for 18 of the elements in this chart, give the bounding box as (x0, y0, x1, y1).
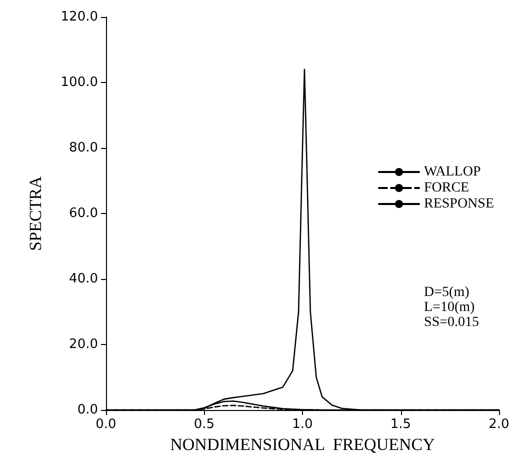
annotation: D=5(m) L=10(m) SS=0.015 (424, 285, 479, 330)
y-tick-label: 20.0 (69, 337, 98, 352)
y-tick-label: 60.0 (69, 206, 98, 221)
y-tick-label: 0.0 (77, 402, 98, 418)
x-tick-label: 1.0 (292, 417, 313, 432)
legend-label: WALLOP (424, 164, 481, 180)
x-tick-label: 0.0 (96, 417, 116, 432)
x-tick-label: 0.5 (194, 417, 215, 432)
x-tick-label: 2.0 (488, 417, 510, 432)
x-axis-title: NONDIMENSIONAL FREQUENCY (170, 434, 435, 454)
legend-label: FORCE (424, 180, 470, 196)
y-axis-title: SPECTRA (26, 175, 45, 251)
y-tick-label: 40.0 (69, 272, 98, 286)
y-tick-label: 120.0 (60, 10, 98, 24)
y-tick-label: 100.0 (60, 75, 98, 90)
y-tick-label: 80.0 (69, 140, 98, 156)
x-tick-label: 1.5 (390, 417, 412, 432)
legend-label: RESPONSE (424, 196, 494, 212)
